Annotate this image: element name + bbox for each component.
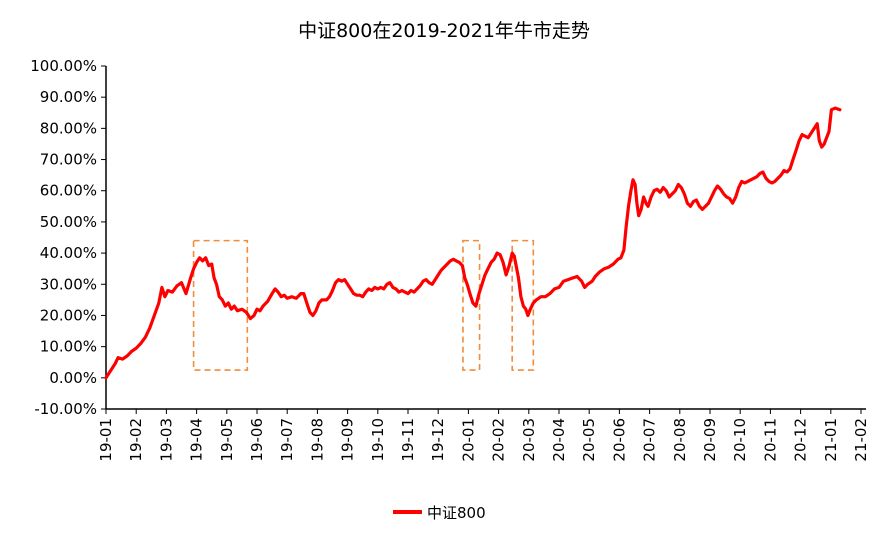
x-tick-label: 19-01	[97, 418, 115, 462]
x-tick-label: 20-06	[610, 418, 628, 462]
x-tick-label: 21-01	[822, 418, 840, 462]
legend-label: 中证800	[427, 504, 486, 522]
x-tick-label: 19-02	[127, 418, 145, 462]
y-tick-label: 90.00%	[40, 88, 97, 106]
y-tick-label: 70.00%	[40, 151, 97, 169]
y-axis: 100.00% 90.00% 80.00% 70.00% 60.00% 50.00% 40.…	[30, 57, 107, 418]
y-tick-label: -10.00%	[34, 400, 97, 418]
y-tick-label: 30.00%	[40, 275, 97, 293]
y-tick-label: 100.00%	[30, 57, 97, 75]
series-layer	[104, 106, 842, 380]
y-tick-label: 50.00%	[40, 213, 97, 231]
x-tick-label: 19-08	[308, 418, 326, 462]
y-tick-label: 0.00%	[49, 369, 97, 387]
x-tick-label: 20-10	[731, 418, 749, 462]
x-tick-label: 20-07	[641, 418, 659, 462]
x-axis: 19-01 19-02 19-03 19-04 19-05 19-06 19-07 19-08…	[97, 408, 870, 462]
legend: 中证800	[393, 504, 486, 522]
x-tick-label: 19-03	[157, 418, 175, 462]
y-tick-label: 10.00%	[40, 338, 97, 356]
x-tick-label: 19-06	[248, 418, 266, 462]
x-tick-label: 19-04	[188, 418, 206, 462]
x-tick-label: 20-08	[671, 418, 689, 462]
y-tick-label: 20.00%	[40, 306, 97, 324]
y-tick-label: 40.00%	[40, 244, 97, 262]
x-tick-label: 20-12	[792, 418, 810, 462]
y-tick-label: 80.00%	[40, 119, 97, 137]
x-tick-label: 21-02	[852, 418, 870, 462]
y-tick-label: 60.00%	[40, 182, 97, 200]
highlight-box	[192, 239, 249, 371]
x-tick-label: 20-01	[459, 418, 477, 462]
highlight-boxes	[192, 239, 535, 371]
chart-title: 中证800在2019-2021年牛市走势	[298, 20, 590, 42]
x-tick-label: 20-11	[761, 418, 779, 462]
series-line	[104, 106, 842, 380]
x-tick-label: 19-05	[218, 418, 236, 462]
x-tick-label: 19-07	[278, 418, 296, 462]
x-tick-label: 20-02	[490, 418, 508, 462]
x-tick-label: 19-11	[399, 418, 417, 462]
x-tick-label: 19-12	[429, 418, 447, 462]
x-tick-label: 19-09	[339, 418, 357, 462]
highlight-box	[462, 239, 481, 371]
x-tick-label: 20-03	[520, 418, 538, 462]
x-tick-label: 20-04	[550, 418, 568, 462]
x-tick-label: 20-05	[580, 418, 598, 462]
x-tick-label: 19-10	[369, 418, 387, 462]
x-tick-label: 20-09	[701, 418, 719, 462]
